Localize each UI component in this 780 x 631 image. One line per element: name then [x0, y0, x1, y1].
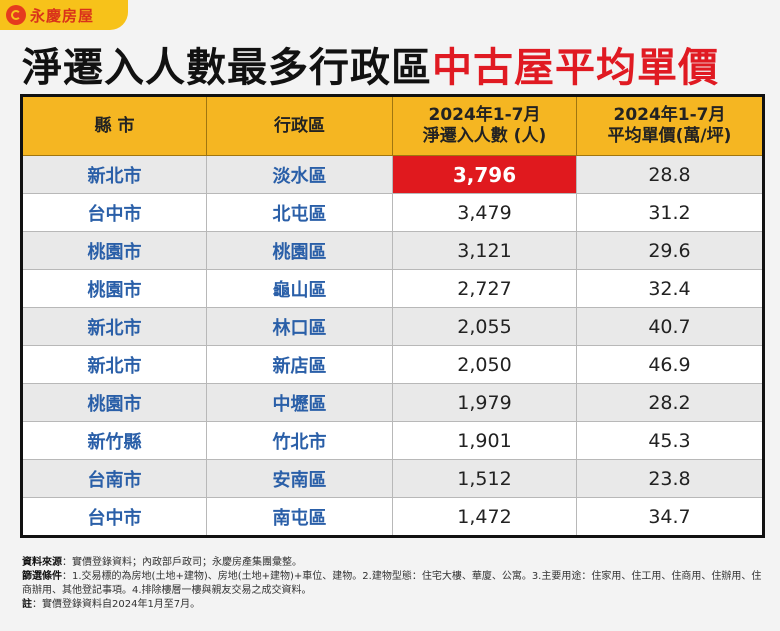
- cell-county: 桃園市: [21, 383, 207, 422]
- cell-county: 台南市: [21, 459, 207, 498]
- cell-district: 龜山區: [206, 269, 393, 308]
- table-row: 台南市 安南區 1,512 23.8: [21, 459, 764, 498]
- header-price-line1: 2024年1-7月: [613, 105, 726, 125]
- data-table: 縣 市 行政區 2024年1-7月 淨遷入人數 (人) 2024年1-7月 平均…: [20, 94, 765, 538]
- table-row: 新北市 淡水區 3,796 28.8: [21, 155, 764, 194]
- cell-county: 新竹縣: [21, 421, 207, 460]
- header-avg-price: 2024年1-7月 平均單價(萬/坪): [576, 95, 764, 156]
- title-part2: 中古屋平均單價: [432, 45, 719, 91]
- header-district: 行政區: [206, 95, 393, 156]
- source-text: ：實價登錄資料；內政部戶政司；永慶房產集團彙整。: [62, 557, 302, 568]
- cell-net-migration: 3,796: [392, 155, 577, 194]
- cell-county: 桃園市: [21, 231, 207, 270]
- cell-county: 台中市: [21, 193, 207, 232]
- cell-avg-price: 34.7: [576, 497, 764, 537]
- cell-avg-price: 45.3: [576, 421, 764, 460]
- cell-county: 新北市: [21, 307, 207, 346]
- cell-net-migration: 1,901: [392, 421, 577, 460]
- cell-avg-price: 28.2: [576, 383, 764, 422]
- cell-district: 桃園區: [206, 231, 393, 270]
- cell-net-migration: 2,055: [392, 307, 577, 346]
- cell-net-migration: 2,727: [392, 269, 577, 308]
- cell-net-migration: 2,050: [392, 345, 577, 384]
- page-title: 淨遷入人數最多行政區 中古屋平均單價: [22, 36, 762, 92]
- cell-avg-price: 23.8: [576, 459, 764, 498]
- cell-county: 新北市: [21, 155, 207, 194]
- table-body: 新北市 淡水區 3,796 28.8 台中市 北屯區 3,479 31.2 桃園市 桃園區 3,12…: [21, 155, 764, 537]
- table-row: 新北市 林口區 2,055 40.7: [21, 307, 764, 346]
- cell-avg-price: 32.4: [576, 269, 764, 308]
- cell-net-migration: 1,512: [392, 459, 577, 498]
- cell-county: 桃園市: [21, 269, 207, 308]
- brand-name: 永慶房屋: [30, 6, 95, 25]
- cell-avg-price: 46.9: [576, 345, 764, 384]
- title-part1: 淨遷入人數最多行政區: [22, 45, 432, 91]
- cell-county: 新北市: [21, 345, 207, 384]
- cell-net-migration: 1,979: [392, 383, 577, 422]
- cell-district: 竹北市: [206, 421, 393, 460]
- cell-district: 新店區: [206, 345, 393, 384]
- cell-avg-price: 29.6: [576, 231, 764, 270]
- note-label: 註: [22, 599, 32, 610]
- table-row: 桃園市 中壢區 1,979 28.2: [21, 383, 764, 422]
- period-note: 註：實價登錄資料自2024年1月至7月。: [22, 598, 762, 612]
- cell-district: 中壢區: [206, 383, 393, 422]
- table-row: 台中市 南屯區 1,472 34.7: [21, 497, 764, 537]
- footnotes: 資料來源：實價登錄資料；內政部戶政司；永慶房產集團彙整。 篩選條件：1.交易標的…: [22, 556, 762, 612]
- cell-avg-price: 40.7: [576, 307, 764, 346]
- header-price-line2: 平均單價(萬/坪): [607, 126, 732, 146]
- table-row: 新北市 新店區 2,050 46.9: [21, 345, 764, 384]
- cell-district: 淡水區: [206, 155, 393, 194]
- table-row: 桃園市 桃園區 3,121 29.6: [21, 231, 764, 270]
- cell-net-migration: 3,479: [392, 193, 577, 232]
- source-note: 資料來源：實價登錄資料；內政部戶政司；永慶房產集團彙整。: [22, 556, 762, 570]
- filter-label: 篩選條件: [22, 571, 62, 582]
- note-text: ：實價登錄資料自2024年1月至7月。: [32, 599, 201, 610]
- table-row: 台中市 北屯區 3,479 31.2: [21, 193, 764, 232]
- source-label: 資料來源: [22, 557, 62, 568]
- table-header-row: 縣 市 行政區 2024年1-7月 淨遷入人數 (人) 2024年1-7月 平均…: [21, 95, 764, 156]
- header-migration-line2: 淨遷入人數 (人): [422, 126, 547, 146]
- yungching-logo-icon: [6, 5, 26, 25]
- cell-county: 台中市: [21, 497, 207, 537]
- cell-avg-price: 31.2: [576, 193, 764, 232]
- table-row: 新竹縣 竹北市 1,901 45.3: [21, 421, 764, 460]
- header-migration-line1: 2024年1-7月: [428, 105, 541, 125]
- cell-district: 安南區: [206, 459, 393, 498]
- cell-net-migration: 1,472: [392, 497, 577, 537]
- cell-net-migration: 3,121: [392, 231, 577, 270]
- cell-district: 林口區: [206, 307, 393, 346]
- cell-avg-price: 28.8: [576, 155, 764, 194]
- header-net-migration: 2024年1-7月 淨遷入人數 (人): [392, 95, 577, 156]
- filter-note: 篩選條件：1.交易標的為房地(土地+建物)、房地(土地+建物)+車位、建物。2.…: [22, 570, 762, 598]
- cell-district: 北屯區: [206, 193, 393, 232]
- brand-logo: 永慶房屋: [0, 0, 128, 30]
- filter-text: ：1.交易標的為房地(土地+建物)、房地(土地+建物)+車位、建物。2.建物型態…: [22, 571, 762, 596]
- cell-district: 南屯區: [206, 497, 393, 537]
- header-county: 縣 市: [21, 95, 207, 156]
- table-row: 桃園市 龜山區 2,727 32.4: [21, 269, 764, 308]
